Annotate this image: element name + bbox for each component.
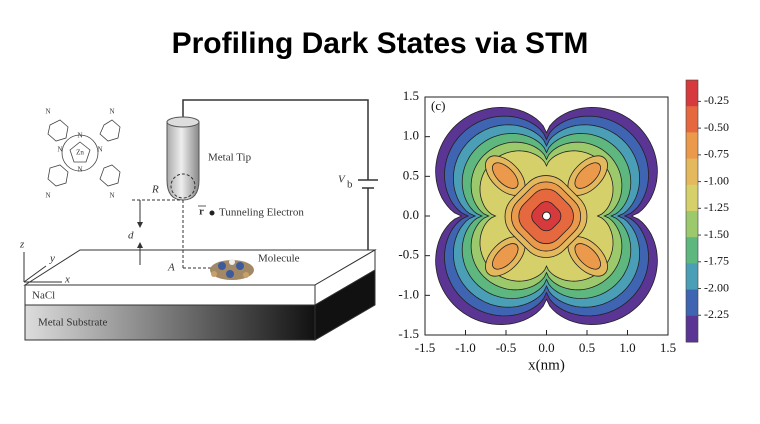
x-tick-label: 0.5 <box>579 340 595 355</box>
x-axis-label: x(nm) <box>528 357 565 373</box>
colorbar-band <box>686 132 698 160</box>
colorbar-band <box>686 263 698 291</box>
contour-region <box>492 162 519 189</box>
atom-label: N <box>45 192 50 200</box>
atom-label: N <box>77 166 82 174</box>
axis-y: y <box>49 253 55 265</box>
contour-region <box>492 243 519 270</box>
x-tick-label: 0.0 <box>538 340 554 355</box>
colorbar-band <box>686 289 698 317</box>
substrate-side <box>314 269 376 341</box>
y-tick-label: -1.5 <box>398 326 419 341</box>
electron <box>209 210 215 216</box>
colorbar-band <box>686 315 698 343</box>
wire <box>182 99 369 180</box>
x-tick-label: -0.5 <box>496 340 517 355</box>
colorbar-tick-label: -1.25 <box>704 200 729 214</box>
contour-region <box>574 243 601 270</box>
d-label: d <box>128 230 134 242</box>
colorbar-band <box>686 106 698 133</box>
contour-region <box>574 162 601 189</box>
atom-label: N <box>109 192 114 200</box>
adsorbed-molecule <box>210 259 254 280</box>
colorbar-tick-label: -1.75 <box>704 254 729 268</box>
nacl-label: NaCl <box>32 290 55 302</box>
y-tick-label: 1.5 <box>403 88 419 103</box>
x-tick-label: 1.0 <box>619 340 635 355</box>
y-tick-label: 1.0 <box>403 128 419 143</box>
a-label: A <box>167 262 175 274</box>
center-hole <box>542 211 551 221</box>
slide-title: Profiling Dark States via STM <box>172 27 589 60</box>
voltage-label: V <box>338 174 346 186</box>
y-tick-label: -1.0 <box>398 286 419 301</box>
atom-label: N <box>45 108 50 116</box>
x-tick-label: -1.5 <box>415 340 436 355</box>
colorbar-tick-label: -0.25 <box>704 93 729 107</box>
diagram: z y x NaCl Metal Substrate Metal Tip R r… <box>19 99 378 341</box>
substrate-label: Metal Substrate <box>38 317 107 329</box>
tip-top <box>166 116 200 128</box>
colorbar-tick-label: -2.25 <box>704 307 729 321</box>
y-tick-label: -0.5 <box>398 247 419 262</box>
voltage-subscript: b <box>347 179 353 191</box>
tip-apex <box>170 173 196 199</box>
colorbar-band <box>686 211 698 238</box>
nacl-front <box>24 284 316 306</box>
metal-tip <box>166 121 200 201</box>
molecule-label: Molecule <box>258 253 300 265</box>
electron-label: Tunneling Electron <box>219 207 304 219</box>
colorbar-band <box>686 184 698 212</box>
axis-z: z <box>19 239 25 251</box>
position-label: r <box>199 206 204 218</box>
atom-label: N <box>97 146 102 154</box>
atom-label: Zn <box>76 149 84 157</box>
colorbar-tick-label: -0.50 <box>704 120 729 134</box>
atom-label: N <box>109 108 114 116</box>
r-label: R <box>151 184 159 196</box>
molecule-structure <box>47 119 121 187</box>
colorbar-frame <box>685 79 699 343</box>
colorbar-tick-label: -0.75 <box>704 147 729 161</box>
colorbar-band <box>686 237 698 264</box>
x-tick-label: 1.5 <box>660 340 676 355</box>
colorbar-tick-label: -1.50 <box>704 227 729 241</box>
y-tick-label: 0.0 <box>403 207 419 222</box>
arrowhead <box>137 242 143 248</box>
y-tick-label: 0.5 <box>403 167 419 182</box>
contour-plot: -1.5 -1.0 -0.5 0.0 0.5 1.0 1.5 -1.5 -1.0 -0.5 0.0 0… <box>398 79 729 373</box>
tip-label: Metal Tip <box>208 152 252 164</box>
axis-line <box>23 265 47 283</box>
x-tick-label: -1.0 <box>455 340 476 355</box>
arrowhead <box>137 222 143 228</box>
panel-label: (c) <box>431 98 445 113</box>
atom-label: N <box>57 146 62 154</box>
colorbar-band <box>686 80 698 107</box>
axis-x: x <box>64 274 70 286</box>
substrate-front <box>24 304 316 341</box>
colorbar-tick-label: -1.00 <box>704 173 729 187</box>
colorbar-tick-label: -2.00 <box>704 280 729 294</box>
atom-label: N <box>77 132 82 140</box>
colorbar-band <box>686 158 698 186</box>
